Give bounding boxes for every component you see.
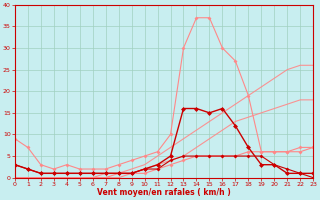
X-axis label: Vent moyen/en rafales ( km/h ): Vent moyen/en rafales ( km/h ) bbox=[97, 188, 231, 197]
